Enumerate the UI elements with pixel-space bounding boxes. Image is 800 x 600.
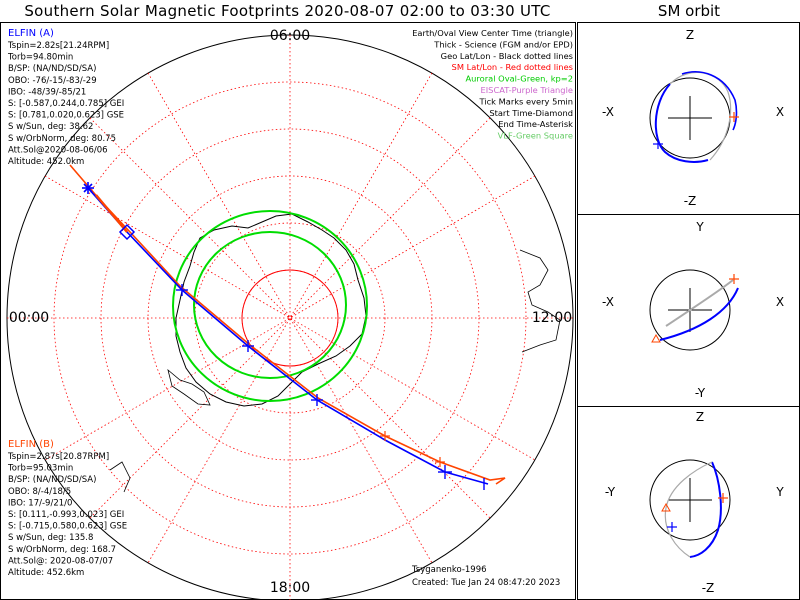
orbit-axis-right: X [776,295,784,309]
probe-info-line: Att.Sol@: 2020-08-07/07 [8,556,113,566]
orbit-panel-xz: Z -Z -X X [602,28,784,208]
orbit-axis-bottom: -Z [702,581,715,595]
legend-entry: Auroral Oval-Green, kp=2 [465,74,573,84]
orbit-axis-top: Z [686,28,694,42]
orbit-asterisk-blue [653,139,663,149]
legend: Earth/Oval View Center Time (triangle)Th… [412,28,573,141]
legend-entry: Start Time-Diamond [489,108,573,118]
orbit-axis-top: Z [696,410,704,424]
south-america-coast [109,461,131,493]
orbit-blue-arc [689,461,722,558]
mlt-label-bottom: 18:00 [270,580,310,596]
probe-info-line: S: [0.781,0.020,0.623] GSE [8,111,124,121]
legend-entry: VLF-Green Square [498,131,573,141]
antarctic-peninsula [167,368,211,406]
legend-entry: EISCAT-Purple Triangle [480,85,573,95]
auroral-oval-outer [172,210,368,402]
polar-map [6,34,574,600]
probe-info-line: IBO: -48/39/-85/21 [8,87,86,97]
probe-info-line: S w/Sun, deg: 135.8 [8,533,93,543]
probe-info-line: S w/OrbNorm, deg: 168.7 [8,545,116,555]
mlt-label-left: 00:00 [9,310,49,326]
elfin-a-start-diamond [118,223,136,241]
orbit-triangle [651,333,661,343]
probe-info-line: S w/OrbNorm, deg: 80.75 [8,134,116,144]
southern-africa-coast [519,249,561,353]
probe-info-line: S: [-0.587,0.244,0.785] GEI [8,99,124,109]
orbit-asterisk [718,493,728,503]
probe-b-name: ELFIN (B) [8,439,54,450]
orbit-axis-left: -Y [605,485,616,499]
probe-info-line: IBO: 17/-9/21/0 [8,498,72,508]
legend-entry: Geo Lat/Lon - Black dotted lines [441,51,573,61]
elfin-a-end-asterisk [82,182,94,194]
orbit-blue-arc [654,83,709,163]
orbit-axis-bottom: -Z [684,194,697,208]
earth-circle [649,269,731,351]
probe-info-line: OBO: 8/-4/18/5 [8,487,71,497]
probe-info-line: S: [-0.715,0.580,0.623] GSE [8,522,127,532]
mlt-label-right: 12:00 [532,310,572,326]
probe-info-line: OBO: -76/-15/-83/-29 [8,76,97,86]
elfin-b-track [69,164,506,485]
legend-entry: End Time-Asterisk [498,119,573,129]
orbit-axis-top: Y [695,220,704,234]
legend-entry: Tick Marks every 5min [478,96,573,106]
probe-info-line: Torb=94.80min [7,53,73,63]
orbit-axis-left: -X [602,105,614,119]
orbit-axis-left: -X [602,295,614,309]
orbit-axis-bottom: -Y [695,386,706,400]
orbit-triangle [661,502,671,512]
elfin-b-science-segment [95,194,128,233]
orbit-gray-arc [665,279,734,327]
probe-info-line: S: [0.111,-0.993,0.023] GEI [8,510,124,520]
probe-info-line: Altitude: 452.0km [8,157,84,167]
orbit-asterisk-blue [667,522,677,532]
elfin-a-track [87,187,489,485]
orbit-blue-arc-b [681,71,738,131]
orbit-blue-arc [659,287,739,341]
orbit-panel-yz-border [577,406,800,600]
probe-info-line: S w/Sun, deg: 38.62 [8,122,93,132]
auroral-oval-inner [193,231,347,379]
orbit-gray-arc [664,461,713,558]
elfin-b-tick-marks [380,431,445,467]
orbit-gray-arc [669,71,732,161]
mlt-label-top: 06:00 [270,28,310,44]
orbit-asterisk [729,112,739,122]
probe-b-info: Tspin=2.87s[20.87RPM] Torb=95.03minB/SP: … [7,452,127,578]
probe-a-info: Tspin=2.82s[21.24RPM] Torb=94.80minB/SP: … [7,41,124,167]
orbit-axis-right: X [776,105,784,119]
probe-info-line: Tspin=2.87s[20.87RPM] [7,452,109,462]
elfin-a-tick-marks [176,284,485,490]
orbit-panel-yz: Z -Z -Y Y [605,410,784,595]
probe-info-line: Att.Sol@2020-08-06/06 [8,145,108,155]
probe-info-line: Torb=95.03min [7,464,73,474]
legend-entry: Thick - Science (FGM and/or EPD) [433,39,573,49]
orbit-axis-right: Y [775,485,784,499]
probe-info-line: B/SP: (NA/ND/SD/SA) [8,475,96,485]
earth-circle [649,459,731,541]
orbit-panel-xy: Y -Y -X X [602,220,784,400]
model-credit: Tsyganenko-1996 [411,565,487,575]
sm-pole-circle [241,269,339,367]
probe-info-line: B/SP: (NA/ND/SD/SA) [8,64,96,74]
probe-info-line: Tspin=2.82s[21.24RPM] [7,41,109,51]
orbit-asterisk [729,274,739,284]
plot-title: Southern Solar Magnetic Footprints 2020-… [24,2,551,20]
legend-entry: SM Lat/Lon - Red dotted lines [452,62,573,72]
probe-a-name: ELFIN (A) [8,28,54,39]
created-timestamp: Created: Tue Jan 24 08:47:20 2023 [412,578,560,588]
probe-info-line: Altitude: 452.6km [8,568,84,578]
orbit-title: SM orbit [657,2,721,20]
legend-entry: Earth/Oval View Center Time (triangle) [412,28,573,38]
